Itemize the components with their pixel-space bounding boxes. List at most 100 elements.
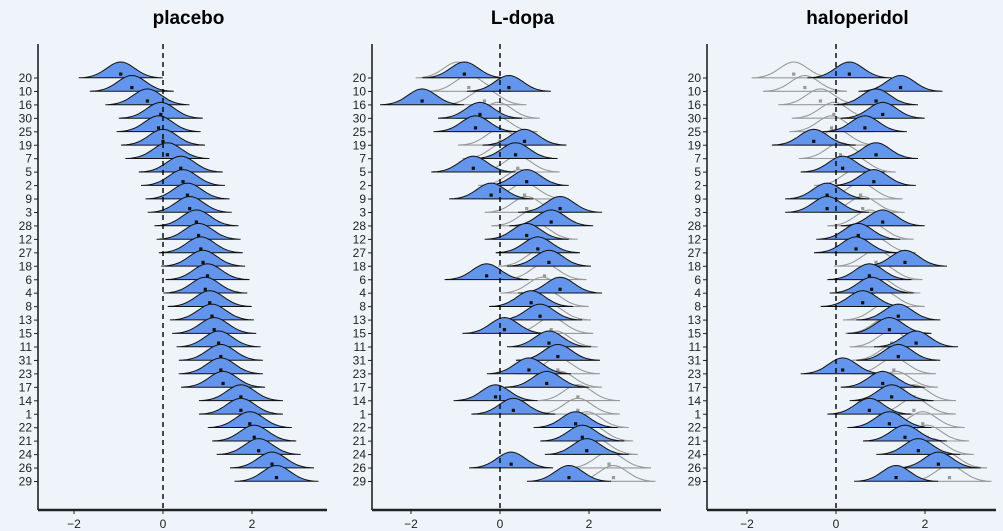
density-ridge bbox=[125, 142, 210, 159]
category-label: 29 bbox=[353, 475, 367, 489]
category-label: 10 bbox=[688, 84, 702, 98]
reference-median-marker bbox=[912, 408, 916, 412]
reference-median-marker bbox=[576, 395, 580, 399]
median-marker bbox=[119, 72, 123, 76]
density-ridge bbox=[484, 222, 569, 240]
density-ridge bbox=[140, 169, 226, 186]
median-marker bbox=[574, 422, 578, 426]
category-label: 15 bbox=[353, 327, 367, 341]
median-marker bbox=[502, 328, 507, 332]
category-label: 3 bbox=[694, 206, 701, 220]
reference-median-marker bbox=[576, 408, 580, 412]
median-marker bbox=[874, 99, 878, 103]
x-tick-label: 0 bbox=[160, 517, 167, 531]
median-marker bbox=[867, 274, 871, 278]
category-label: 19 bbox=[353, 138, 367, 152]
category-label: 11 bbox=[20, 340, 33, 354]
density-ridge bbox=[827, 397, 912, 415]
category-label: 20 bbox=[688, 71, 702, 85]
reference-median-marker bbox=[921, 422, 925, 426]
median-marker bbox=[894, 476, 898, 480]
median-marker bbox=[489, 193, 493, 197]
median-marker bbox=[903, 435, 907, 439]
density-ridge bbox=[163, 276, 248, 294]
category-label: 28 bbox=[688, 219, 702, 233]
median-marker bbox=[903, 260, 907, 264]
median-marker bbox=[462, 72, 466, 76]
category-label: 29 bbox=[688, 475, 702, 489]
category-label: 25 bbox=[19, 125, 33, 139]
density-ridge bbox=[158, 236, 243, 254]
density-ridge bbox=[156, 222, 241, 240]
median-marker bbox=[856, 233, 860, 238]
reference-median-marker bbox=[525, 207, 529, 211]
median-marker bbox=[165, 153, 170, 157]
density-ridge bbox=[167, 290, 252, 307]
density-ridge bbox=[807, 61, 892, 79]
category-label: 10 bbox=[353, 84, 367, 98]
median-marker bbox=[825, 207, 829, 211]
median-marker bbox=[185, 193, 190, 197]
density-ridge bbox=[482, 128, 567, 146]
density-ridge bbox=[813, 236, 899, 254]
density-ridge bbox=[138, 155, 223, 173]
density-ridge bbox=[181, 370, 266, 388]
density-ridge bbox=[161, 249, 246, 267]
reference-ridge bbox=[535, 384, 620, 402]
density-ridge bbox=[178, 357, 263, 375]
category-label: 25 bbox=[688, 125, 702, 139]
category-label: 13 bbox=[688, 313, 702, 327]
reference-median-marker bbox=[874, 260, 878, 264]
panel-title: haloperidol bbox=[806, 8, 908, 29]
x-tick-label: −2 bbox=[67, 517, 81, 531]
category-label: 4 bbox=[359, 286, 366, 300]
density-ridge bbox=[840, 101, 925, 119]
reference-median-marker bbox=[516, 166, 520, 170]
median-marker bbox=[545, 381, 549, 386]
category-label: 17 bbox=[19, 380, 33, 394]
median-marker bbox=[914, 341, 918, 345]
density-ridge bbox=[862, 249, 948, 267]
density-ridge bbox=[533, 411, 618, 428]
density-ridge bbox=[216, 438, 301, 455]
median-marker bbox=[898, 85, 903, 90]
category-label: 28 bbox=[353, 219, 367, 233]
median-marker bbox=[257, 449, 261, 453]
density-ridge bbox=[207, 411, 292, 428]
density-ridge bbox=[829, 276, 914, 294]
reference-ridge bbox=[535, 397, 620, 415]
category-label: 14 bbox=[19, 394, 33, 408]
x-tick-label: 0 bbox=[833, 517, 840, 531]
median-marker bbox=[197, 233, 201, 238]
median-marker bbox=[485, 274, 489, 278]
x-tick-label: −2 bbox=[404, 517, 418, 531]
category-label: 7 bbox=[25, 152, 32, 166]
density-ridge bbox=[234, 464, 319, 482]
reference-median-marker bbox=[542, 274, 547, 278]
median-marker bbox=[239, 408, 243, 412]
category-label: 9 bbox=[25, 192, 32, 206]
category-label: 19 bbox=[19, 138, 33, 152]
median-marker bbox=[549, 220, 553, 224]
median-marker bbox=[208, 301, 212, 305]
median-marker bbox=[493, 395, 498, 399]
median-marker bbox=[547, 260, 551, 264]
reference-median-marker bbox=[467, 85, 471, 90]
category-label: 3 bbox=[25, 206, 32, 220]
category-label: 25 bbox=[353, 125, 367, 139]
category-label: 2 bbox=[359, 179, 366, 193]
density-ridge bbox=[816, 222, 901, 240]
density-ridge bbox=[540, 424, 625, 442]
category-label: 22 bbox=[688, 421, 702, 435]
median-marker bbox=[210, 314, 214, 318]
density-ridge bbox=[854, 464, 939, 482]
density-ridge bbox=[800, 357, 885, 375]
median-marker bbox=[870, 287, 874, 291]
density-ridge bbox=[518, 195, 603, 213]
density-ridge bbox=[856, 343, 941, 361]
category-label: 31 bbox=[353, 353, 367, 367]
median-marker bbox=[538, 314, 542, 318]
reference-median-marker bbox=[892, 368, 896, 372]
median-marker bbox=[567, 476, 571, 480]
density-ridge bbox=[495, 236, 580, 254]
